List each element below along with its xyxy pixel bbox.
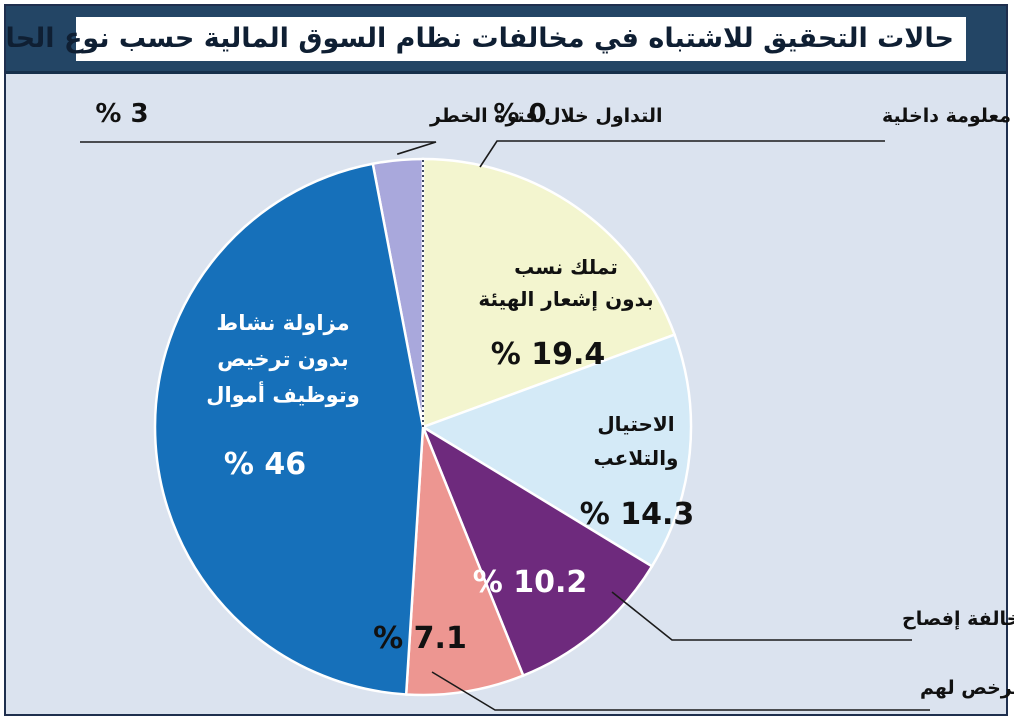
label-disclosure: مخالفة إفصاح (902, 608, 1014, 630)
value-manipulation: % 14.3 (580, 497, 695, 532)
label-authorized: مخالفة أشخاص مرخص لهم (920, 675, 1014, 699)
label-blackout: التداول خلال فترة الخطر (429, 105, 663, 127)
leader-line-blackout (80, 141, 437, 155)
slice-disclosure (420, 423, 654, 678)
label-insider: التداول بناء على معلومة داخلية (882, 105, 1014, 127)
value-insider: % 0 (493, 99, 546, 129)
label-manipulation: الاحتيال والتلاعب (594, 412, 679, 470)
label-ownership: تملك نسب بدون إشعار الهيئة (478, 255, 653, 311)
title-bar: حالات التحقيق للاشتباه في مخالفات نظام ا… (6, 6, 1006, 74)
leader-line-authorized (431, 671, 930, 711)
slice-unlicensed (153, 162, 425, 696)
value-authorized: % 7.1 (373, 621, 467, 656)
value-ownership: % 19.4 (491, 337, 606, 372)
chart-title: حالات التحقيق للاشتباه في مخالفات نظام ا… (6, 17, 966, 61)
value-blackout: % 3 (95, 99, 148, 129)
leader-line-insider (479, 140, 885, 168)
slice-manipulation (420, 333, 693, 569)
value-disclosure: % 10.2 (473, 565, 588, 600)
label-unlicensed: مزاولة نشاط بدون ترخيص وتوظيف أموال (206, 311, 360, 407)
leader-line-disclosure (611, 591, 912, 641)
value-unlicensed: % 46 (224, 447, 306, 482)
slice-ownership (421, 157, 677, 429)
